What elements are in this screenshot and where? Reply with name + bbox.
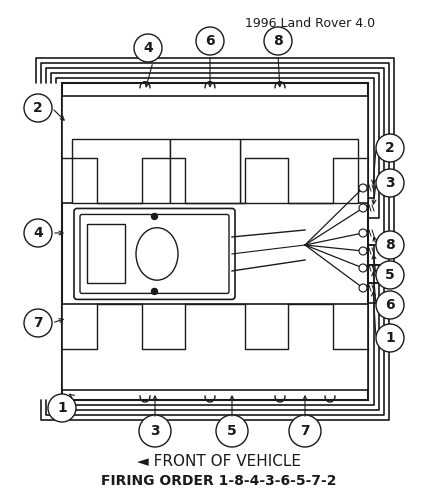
Bar bbox=[62, 96, 368, 203]
Circle shape bbox=[152, 213, 158, 219]
Bar bbox=[62, 83, 368, 400]
FancyBboxPatch shape bbox=[74, 208, 235, 299]
Circle shape bbox=[134, 34, 162, 62]
Text: 2: 2 bbox=[385, 141, 395, 155]
Circle shape bbox=[376, 291, 404, 319]
Text: 8: 8 bbox=[273, 34, 283, 48]
Circle shape bbox=[196, 27, 224, 55]
Text: 8: 8 bbox=[385, 238, 395, 252]
Circle shape bbox=[216, 415, 248, 447]
Text: 1: 1 bbox=[57, 401, 67, 415]
Text: ◄ FRONT OF VEHICLE: ◄ FRONT OF VEHICLE bbox=[137, 454, 301, 468]
FancyBboxPatch shape bbox=[80, 214, 229, 293]
Text: 6: 6 bbox=[385, 298, 395, 312]
Circle shape bbox=[376, 231, 404, 259]
Text: 7: 7 bbox=[300, 424, 310, 438]
Text: 2: 2 bbox=[33, 101, 43, 115]
Circle shape bbox=[24, 219, 52, 247]
Circle shape bbox=[24, 309, 52, 337]
Circle shape bbox=[152, 288, 158, 294]
Circle shape bbox=[359, 284, 367, 292]
Text: 4: 4 bbox=[143, 41, 153, 55]
Text: 1996 Land Rover 4.0: 1996 Land Rover 4.0 bbox=[245, 17, 375, 30]
Bar bbox=[62, 304, 368, 390]
Circle shape bbox=[48, 394, 76, 422]
Circle shape bbox=[376, 134, 404, 162]
Text: 3: 3 bbox=[150, 424, 160, 438]
Circle shape bbox=[289, 415, 321, 447]
Text: 7: 7 bbox=[33, 316, 43, 330]
Bar bbox=[72, 139, 170, 203]
Text: 4: 4 bbox=[33, 226, 43, 240]
Text: 3: 3 bbox=[385, 176, 395, 190]
Circle shape bbox=[24, 94, 52, 122]
Circle shape bbox=[376, 324, 404, 352]
Circle shape bbox=[359, 247, 367, 255]
Text: 1: 1 bbox=[385, 331, 395, 345]
Text: 5: 5 bbox=[385, 268, 395, 282]
Circle shape bbox=[359, 229, 367, 237]
Circle shape bbox=[376, 261, 404, 289]
Circle shape bbox=[139, 415, 171, 447]
Text: 5: 5 bbox=[227, 424, 237, 438]
Circle shape bbox=[359, 264, 367, 272]
Circle shape bbox=[359, 184, 367, 192]
Circle shape bbox=[376, 169, 404, 197]
Bar bbox=[170, 139, 240, 203]
Circle shape bbox=[359, 204, 367, 212]
Circle shape bbox=[264, 27, 292, 55]
Bar bbox=[87, 224, 125, 283]
Text: FIRING ORDER 1-8-4-3-6-5-7-2: FIRING ORDER 1-8-4-3-6-5-7-2 bbox=[101, 474, 337, 488]
Bar bbox=[240, 139, 358, 203]
Ellipse shape bbox=[136, 228, 178, 280]
Text: 6: 6 bbox=[205, 34, 215, 48]
